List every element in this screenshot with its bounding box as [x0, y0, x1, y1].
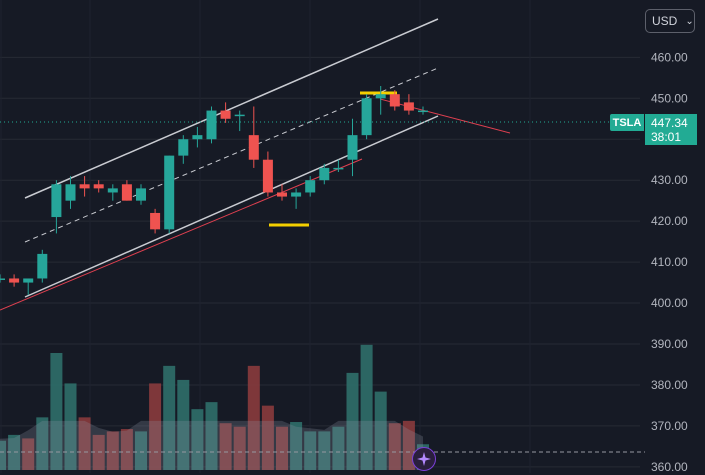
price-tick-label: 410.00: [651, 255, 688, 269]
sparkle-icon[interactable]: [412, 447, 436, 471]
candle: [361, 94, 372, 140]
candle: [136, 184, 146, 205]
candle: [333, 159, 344, 172]
volume-bar: [177, 379, 190, 470]
candle: [65, 176, 76, 209]
candle: [93, 180, 104, 193]
candle: [319, 163, 330, 185]
volume-bar: [247, 365, 260, 470]
candle: [79, 176, 90, 197]
price-tick-label: 450.00: [651, 91, 688, 105]
volume-bar: [360, 344, 373, 470]
bar-countdown: 38:01: [651, 129, 682, 144]
price-tick-label: 420.00: [651, 214, 688, 228]
candle: [206, 106, 217, 144]
volume-bar: [106, 431, 119, 470]
volume-bar: [346, 372, 359, 470]
volume-bar: [388, 423, 401, 470]
candle: [164, 155, 175, 234]
candle: [347, 118, 358, 177]
candle: [262, 151, 273, 197]
last-price-value: 447.34: [651, 115, 688, 130]
price-tick-label: 380.00: [651, 378, 688, 392]
candle: [403, 94, 414, 115]
candle: [305, 176, 316, 197]
candle: [220, 102, 231, 123]
channel-upper-line[interactable]: [24, 18, 439, 199]
candle: [277, 184, 287, 201]
price-axis[interactable]: 460.00450.00440.00430.00420.00410.00400.…: [651, 50, 688, 473]
volume-bar: [191, 409, 204, 470]
candle: [107, 184, 118, 201]
candle: [192, 126, 203, 148]
volume-bar: [276, 426, 288, 470]
volume-ma-area: [0, 420, 423, 470]
grid: [0, 56, 640, 468]
symbol-tag: TSLA: [610, 114, 644, 131]
volume-bar: [120, 429, 133, 470]
candle: [375, 86, 386, 115]
candle: [178, 135, 189, 164]
candle: [248, 106, 259, 168]
volume-bar: [261, 405, 274, 470]
volume-bar: [304, 431, 317, 470]
price-tick-label: 400.00: [651, 296, 688, 310]
volume-bar: [205, 402, 218, 470]
currency-dropdown[interactable]: USD ⌄: [645, 9, 695, 33]
volume-bar: [332, 426, 345, 470]
volume-bar: [64, 383, 77, 470]
volume-bar: [290, 422, 303, 470]
candlesticks: [0, 86, 428, 295]
candle: [121, 180, 132, 201]
candle: [234, 110, 245, 132]
volume-bar: [50, 353, 63, 470]
candle: [51, 180, 62, 234]
channel-lower-line[interactable]: [24, 115, 439, 298]
candle: [9, 274, 20, 287]
currency-label: USD: [652, 14, 678, 28]
volume-bar: [135, 431, 147, 470]
price-tick-label: 430.00: [651, 173, 688, 187]
volume-bar: [163, 365, 176, 470]
volume-bar: [219, 423, 232, 470]
volume-bar: [0, 440, 6, 470]
candle: [37, 249, 48, 283]
volume-bar: [36, 417, 49, 470]
channel-middle-dashed-line[interactable]: [24, 67, 439, 243]
candle: [150, 208, 161, 234]
volume-bar: [22, 438, 35, 470]
volume-bar: [402, 420, 415, 470]
price-tick-label: 390.00: [651, 337, 688, 351]
price-tick-label: 460.00: [651, 50, 688, 64]
volume-bar: [318, 431, 331, 470]
candle: [418, 106, 428, 115]
volume-histogram: [0, 344, 429, 470]
volume-bar: [149, 383, 162, 470]
price-tick-label: 360.00: [651, 460, 688, 473]
volume-bar: [233, 426, 246, 470]
support-trendline[interactable]: [0, 158, 363, 311]
chevron-down-icon: ⌄: [685, 15, 694, 27]
resistance-trendline[interactable]: [379, 98, 511, 134]
drawings[interactable]: [0, 18, 511, 311]
candle: [291, 188, 302, 209]
candle: [389, 90, 400, 111]
price-tick-label: 370.00: [651, 419, 688, 433]
volume-bar: [374, 391, 387, 470]
last-price-tag: 447.34 38:01: [645, 114, 697, 145]
volume-bar: [78, 417, 91, 470]
candle: [0, 274, 5, 283]
candle: [23, 278, 34, 295]
